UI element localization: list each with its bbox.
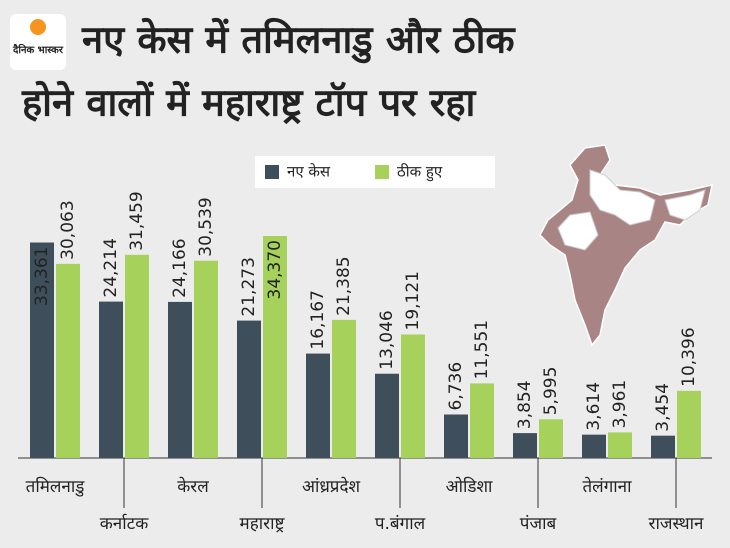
value-label: 3,854 <box>515 380 535 429</box>
map-region <box>589 169 656 226</box>
bar <box>263 236 287 458</box>
value-label: 33,361 <box>32 247 52 306</box>
bar <box>168 301 192 458</box>
value-label: 10,396 <box>679 327 699 386</box>
logo-sun <box>30 19 46 35</box>
map-region <box>557 211 599 251</box>
map-region <box>664 189 706 221</box>
map-shape <box>539 144 713 347</box>
bar <box>30 242 54 458</box>
x-tick-label: ओडिशा <box>446 476 493 497</box>
x-tick-label: तेलंगाना <box>582 476 632 497</box>
bar <box>194 260 218 458</box>
legend-label: ठीक हुए <box>397 163 443 182</box>
bar <box>470 383 494 458</box>
value-label: 30,063 <box>58 200 78 259</box>
x-tick-label: तमिलनाडु <box>26 476 86 497</box>
value-label: 5,995 <box>541 367 561 416</box>
x-tick-label: पंजाब <box>520 514 557 534</box>
bar <box>582 434 606 458</box>
logo-box <box>10 14 66 70</box>
bar <box>125 254 149 458</box>
value-label: 16,167 <box>308 290 328 349</box>
bar <box>56 263 80 458</box>
x-tick-label: प.बंगाल <box>375 514 426 534</box>
x-tick-label: आंध्रप्रदेश <box>302 476 361 497</box>
x-tick-label: केरल <box>177 476 209 497</box>
legend-label: नए केस <box>287 163 331 181</box>
value-label: 31,459 <box>127 191 147 250</box>
bar <box>539 419 563 458</box>
value-label: 34,370 <box>265 240 285 299</box>
value-label: 3,454 <box>653 383 673 432</box>
logo-text: दैनिक भास्कर <box>12 43 64 56</box>
value-label: 13,046 <box>377 310 397 369</box>
bar <box>375 373 399 458</box>
value-label: 21,385 <box>334 256 354 315</box>
value-label: 3,614 <box>584 382 604 431</box>
value-label: 21,273 <box>239 257 259 316</box>
logo: दैनिक भास्कर <box>10 14 66 70</box>
value-label: 11,551 <box>472 320 492 379</box>
bar <box>401 334 425 458</box>
chart-title: होने वालों में महाराष्ट्र टॉप पर रहा <box>21 81 477 125</box>
value-label: 24,166 <box>170 238 190 297</box>
bar <box>332 319 356 458</box>
bar <box>306 353 330 458</box>
bar <box>513 433 537 458</box>
bar <box>99 301 123 458</box>
bar <box>651 435 675 458</box>
legend-swatch <box>265 165 279 179</box>
legend-swatch <box>375 165 389 179</box>
bar <box>608 432 632 458</box>
value-label: 19,121 <box>403 271 423 330</box>
india-map <box>539 144 713 347</box>
bar <box>237 320 261 458</box>
x-tick-label: कर्नाटक <box>100 513 149 534</box>
value-label: 30,539 <box>196 197 216 256</box>
x-tick-label: राजस्थान <box>649 514 705 534</box>
bar <box>677 390 701 458</box>
value-label: 3,961 <box>610 380 630 429</box>
x-tick-label: महाराष्ट्र <box>240 514 286 534</box>
chart-title: नए केस में तमिलनाडु और ठीक <box>81 18 516 64</box>
bar <box>444 414 468 458</box>
value-label: 6,736 <box>446 362 466 411</box>
value-label: 24,214 <box>101 238 121 297</box>
